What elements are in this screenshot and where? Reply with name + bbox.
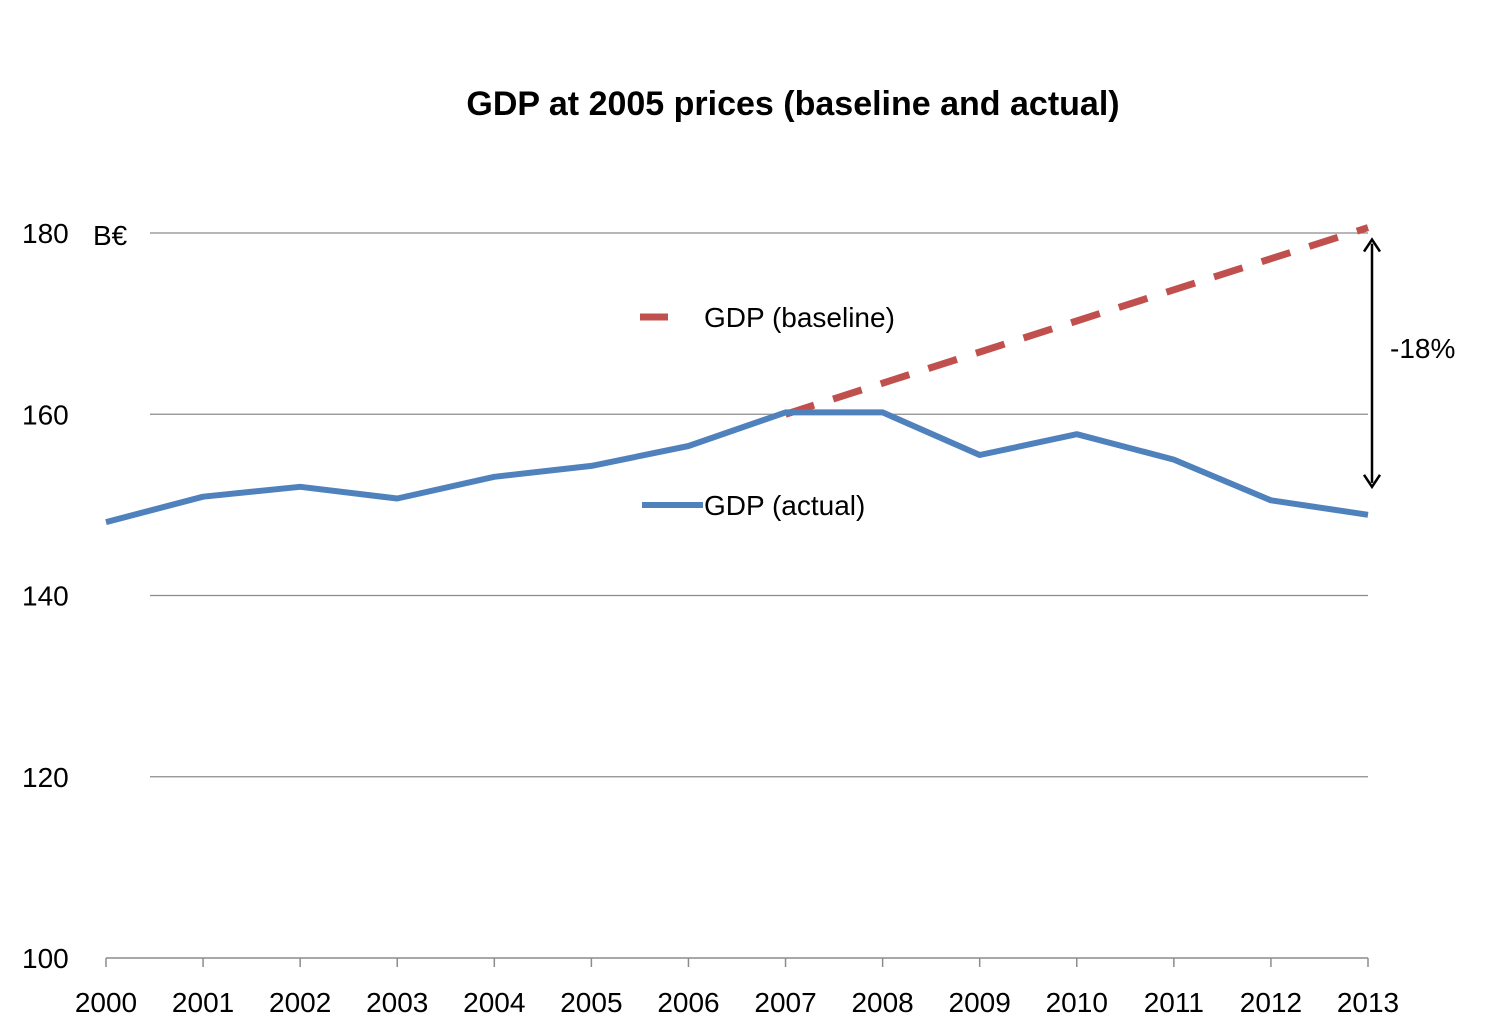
x-tick-label-2004: 2004 — [463, 987, 525, 1018]
x-tick-label-2002: 2002 — [269, 987, 331, 1018]
y-unit-label: B€ — [93, 220, 128, 251]
series-line-gdp-baseline — [784, 224, 1370, 418]
series-lines — [105, 224, 1370, 526]
annotation-label: -18% — [1390, 333, 1455, 364]
legend: GDP (baseline) GDP (actual) — [640, 302, 895, 521]
annotation-arrowhead-down — [1362, 474, 1382, 490]
x-tick-label-2008: 2008 — [851, 987, 913, 1018]
x-tick-label-2007: 2007 — [754, 987, 816, 1018]
y-tick-label-160: 160 — [22, 399, 69, 430]
chart-title: GDP at 2005 prices (baseline and actual) — [466, 85, 1119, 123]
y-tick-label-100: 100 — [22, 943, 69, 974]
y-tick-label-120: 120 — [22, 762, 69, 793]
x-tick-label-2001: 2001 — [172, 987, 234, 1018]
x-tick-label-2010: 2010 — [1046, 987, 1108, 1018]
annotation: -18% — [1362, 237, 1455, 490]
x-tick-label-2003: 2003 — [366, 987, 428, 1018]
gridlines — [150, 232, 1368, 778]
annotation-arrowhead-up — [1362, 237, 1382, 253]
x-tick-label-2000: 2000 — [75, 987, 137, 1018]
x-tick-label-2013: 2013 — [1337, 987, 1399, 1018]
x-tick-label-2011: 2011 — [1144, 987, 1204, 1018]
legend-label-gdp-baseline: GDP (baseline) — [704, 302, 895, 333]
x-tick-label-2012: 2012 — [1240, 987, 1302, 1018]
y-tick-label-140: 140 — [22, 581, 69, 612]
y-tick-label-180: 180 — [22, 218, 69, 249]
x-tick-label-2005: 2005 — [560, 987, 622, 1018]
axes: 100 120 140 160 180 B€ 2000 2001 2002 2003 2004 200… — [22, 218, 1399, 1018]
legend-label-gdp-actual: GDP (actual) — [704, 490, 865, 521]
series-line-gdp-actual — [105, 409, 1369, 526]
x-tick-label-2009: 2009 — [949, 987, 1011, 1018]
x-tick-label-2006: 2006 — [657, 987, 719, 1018]
